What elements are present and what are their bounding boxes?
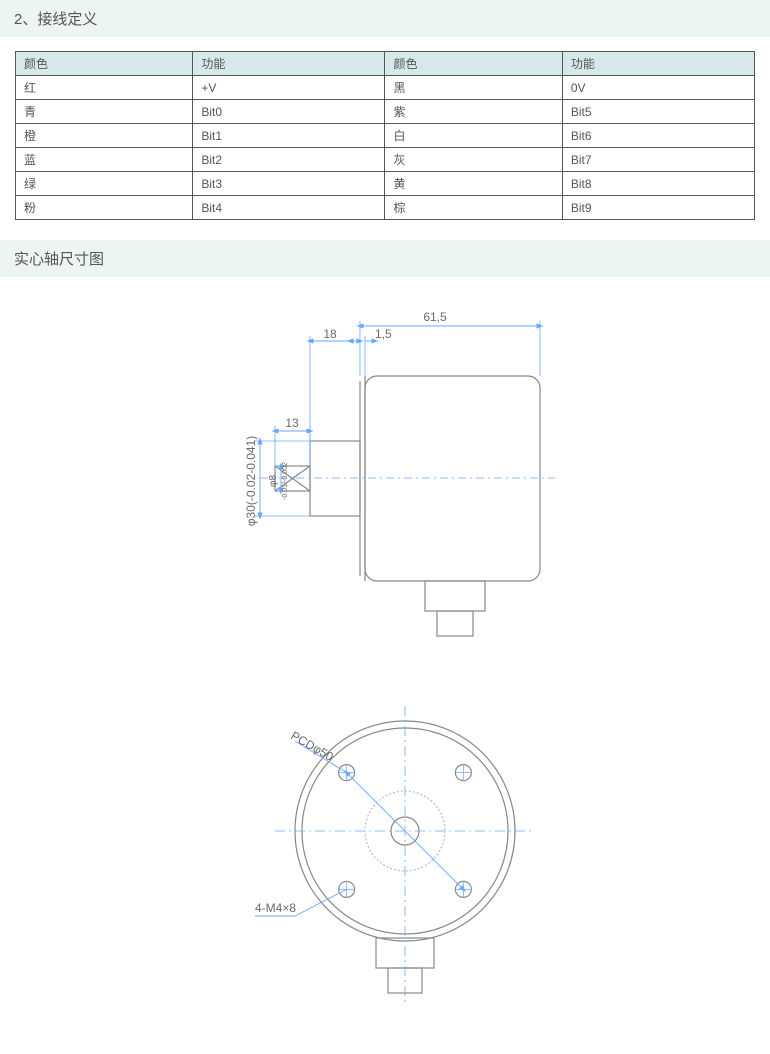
table-row: 橙 Bit1 白 Bit6 (16, 124, 755, 148)
dim-shaft-tolerance: -0.01/-0.002 (282, 462, 289, 500)
table-cell: 绿 (16, 172, 193, 196)
dim-overall-width: 61,5 (423, 310, 447, 324)
table-header-row: 颜色 功能 颜色 功能 (16, 52, 755, 76)
table-cell: +V (193, 76, 385, 100)
table-cell: 青 (16, 100, 193, 124)
table-cell: 黑 (385, 76, 562, 100)
table-header: 颜色 (16, 52, 193, 76)
table-cell: Bit5 (562, 100, 754, 124)
table-header: 颜色 (385, 52, 562, 76)
front-view-drawing: PCDφ50 4-M4×8 (175, 666, 595, 1046)
table-cell: Bit7 (562, 148, 754, 172)
table-cell: Bit4 (193, 196, 385, 220)
wiring-section: 颜色 功能 颜色 功能 红 +V 黑 0V 青 Bit0 紫 Bit5 橙 Bi… (0, 51, 770, 240)
wiring-section-title: 2、接线定义 (0, 0, 770, 37)
dim-shaft-diameter: φ8 (268, 475, 279, 487)
table-header: 功能 (562, 52, 754, 76)
wiring-table: 颜色 功能 颜色 功能 红 +V 黑 0V 青 Bit0 紫 Bit5 橙 Bi… (15, 51, 755, 220)
dim-pcd: PCDφ50 (289, 728, 337, 764)
table-cell: 粉 (16, 196, 193, 220)
dim-flange-width: 1,5 (375, 327, 392, 341)
table-cell: Bit6 (562, 124, 754, 148)
dim-collar-width: 18 (323, 327, 337, 341)
table-cell: 棕 (385, 196, 562, 220)
table-cell: 红 (16, 76, 193, 100)
dim-holes: 4-M4×8 (255, 901, 296, 915)
table-row: 青 Bit0 紫 Bit5 (16, 100, 755, 124)
table-row: 粉 Bit4 棕 Bit9 (16, 196, 755, 220)
table-cell: 黄 (385, 172, 562, 196)
dimension-diagrams: 61,5 18 1,5 13 φ30(-0.02-0.041) φ8 -0.01… (0, 291, 770, 1051)
dim-shaft-length: 13 (285, 416, 299, 430)
side-view-drawing: 61,5 18 1,5 13 φ30(-0.02-0.041) φ8 -0.01… (175, 301, 595, 661)
table-header: 功能 (193, 52, 385, 76)
table-cell: 白 (385, 124, 562, 148)
table-cell: 灰 (385, 148, 562, 172)
table-cell: Bit0 (193, 100, 385, 124)
table-cell: 0V (562, 76, 754, 100)
table-cell: Bit8 (562, 172, 754, 196)
table-cell: Bit9 (562, 196, 754, 220)
table-cell: Bit3 (193, 172, 385, 196)
table-row: 蓝 Bit2 灰 Bit7 (16, 148, 755, 172)
table-cell: 橙 (16, 124, 193, 148)
table-row: 红 +V 黑 0V (16, 76, 755, 100)
table-row: 绿 Bit3 黄 Bit8 (16, 172, 755, 196)
table-cell: Bit1 (193, 124, 385, 148)
table-cell: 紫 (385, 100, 562, 124)
table-cell: 蓝 (16, 148, 193, 172)
dim-collar-diameter: φ30(-0.02-0.041) (244, 436, 258, 527)
dimension-section-title: 实心轴尺寸图 (0, 240, 770, 277)
table-cell: Bit2 (193, 148, 385, 172)
